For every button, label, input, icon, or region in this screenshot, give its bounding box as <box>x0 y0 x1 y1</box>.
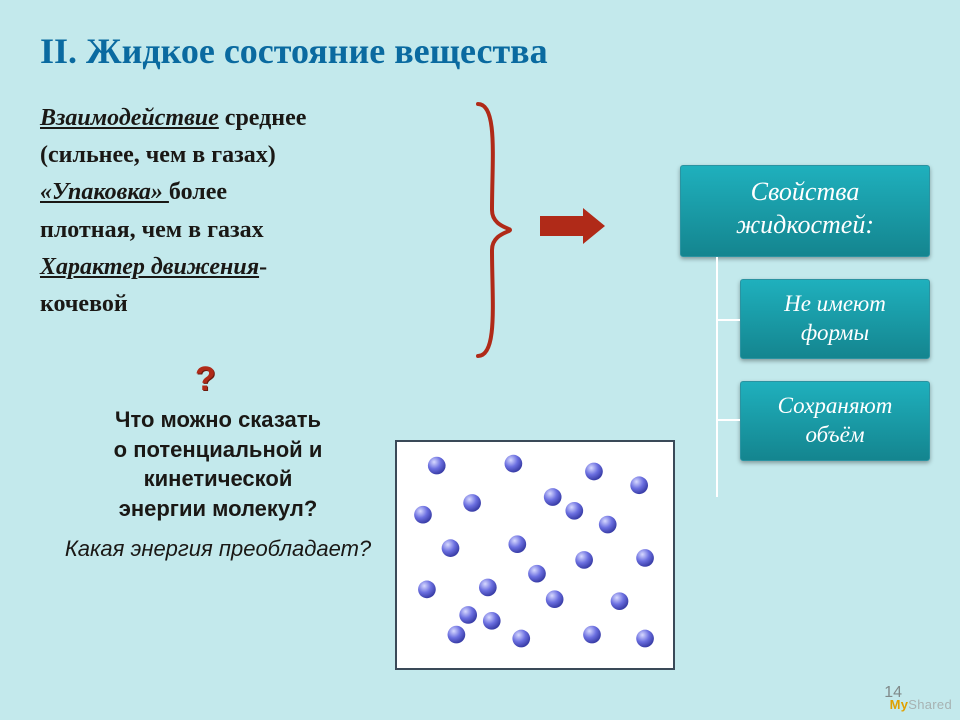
molecule-dot <box>630 476 648 494</box>
smartart-box1-l2: формы <box>747 319 923 348</box>
question-mark: ? <box>195 360 216 399</box>
smartart-box-1: Не имеют формы <box>740 279 930 359</box>
molecule-dot <box>508 535 526 553</box>
molecule-dot <box>599 516 617 534</box>
molecule-dot <box>442 539 460 557</box>
molecule-dot <box>565 502 583 520</box>
body-text-3: более <box>169 179 227 205</box>
molecule-dot <box>483 612 501 630</box>
body-text: Взаимодействие среднее (сильнее, чем в г… <box>40 100 460 323</box>
question-block: Что можно сказать о потенциальной и кине… <box>58 405 378 563</box>
arrow-icon <box>540 208 605 244</box>
molecule-dot <box>414 506 432 524</box>
molecule-dot <box>512 630 530 648</box>
molecule-dot <box>428 457 446 475</box>
connector-h1 <box>716 319 740 321</box>
molecule-dot <box>575 551 593 569</box>
question-line-4: Какая энергия преобладает? <box>58 534 378 564</box>
body-underline-1: Взаимодействие <box>40 105 219 131</box>
smartart-top-l2: жидкостей: <box>687 209 923 242</box>
molecule-dot <box>505 455 523 473</box>
smartart-box-top: Свойства жидкостей: <box>680 165 930 257</box>
molecule-dot <box>546 590 564 608</box>
watermark: MyShared <box>890 697 952 712</box>
body-text-5: - <box>259 254 267 280</box>
molecule-dot <box>611 592 629 610</box>
molecule-dot <box>448 626 466 644</box>
molecule-dot <box>636 549 654 567</box>
body-underline-3: Характер движения <box>40 254 259 280</box>
connector-h2 <box>716 419 740 421</box>
molecule-dot <box>479 579 497 597</box>
body-text-6: кочевой <box>40 286 460 323</box>
question-line-2: о потенциальной и кинетической <box>58 435 378 494</box>
slide-title: II. Жидкое состояние вещества <box>40 30 548 72</box>
molecule-dot <box>585 463 603 481</box>
molecule-dot <box>528 565 546 583</box>
smartart-box2-l1: Сохраняют <box>747 392 923 421</box>
molecule-dot <box>463 494 481 512</box>
smartart-top-l1: Свойства <box>687 176 923 209</box>
smartart-box-2: Сохраняют объём <box>740 381 930 461</box>
smartart: Свойства жидкостей: Не имеют формы Сохра… <box>680 165 930 461</box>
body-underline-2: «Упаковка» <box>40 179 169 205</box>
body-text-2: (сильнее, чем в газах) <box>40 137 460 174</box>
body-text-1: среднее <box>219 105 307 131</box>
molecule-dot <box>418 581 436 599</box>
body-text-4: плотная, чем в газах <box>40 212 460 249</box>
curly-brace <box>470 100 512 360</box>
question-line-1: Что можно сказать <box>58 405 378 435</box>
smartart-box2-l2: объём <box>747 421 923 450</box>
molecule-diagram <box>395 440 675 670</box>
smartart-box1-l1: Не имеют <box>747 290 923 319</box>
question-line-3: энергии молекул? <box>58 494 378 524</box>
molecule-dot <box>544 488 562 506</box>
molecule-dot <box>459 606 477 624</box>
watermark-rest: Shared <box>908 697 952 712</box>
smartart-connector <box>716 257 740 497</box>
watermark-prefix: My <box>890 697 909 712</box>
molecule-dot <box>583 626 601 644</box>
molecule-dot <box>636 630 654 648</box>
